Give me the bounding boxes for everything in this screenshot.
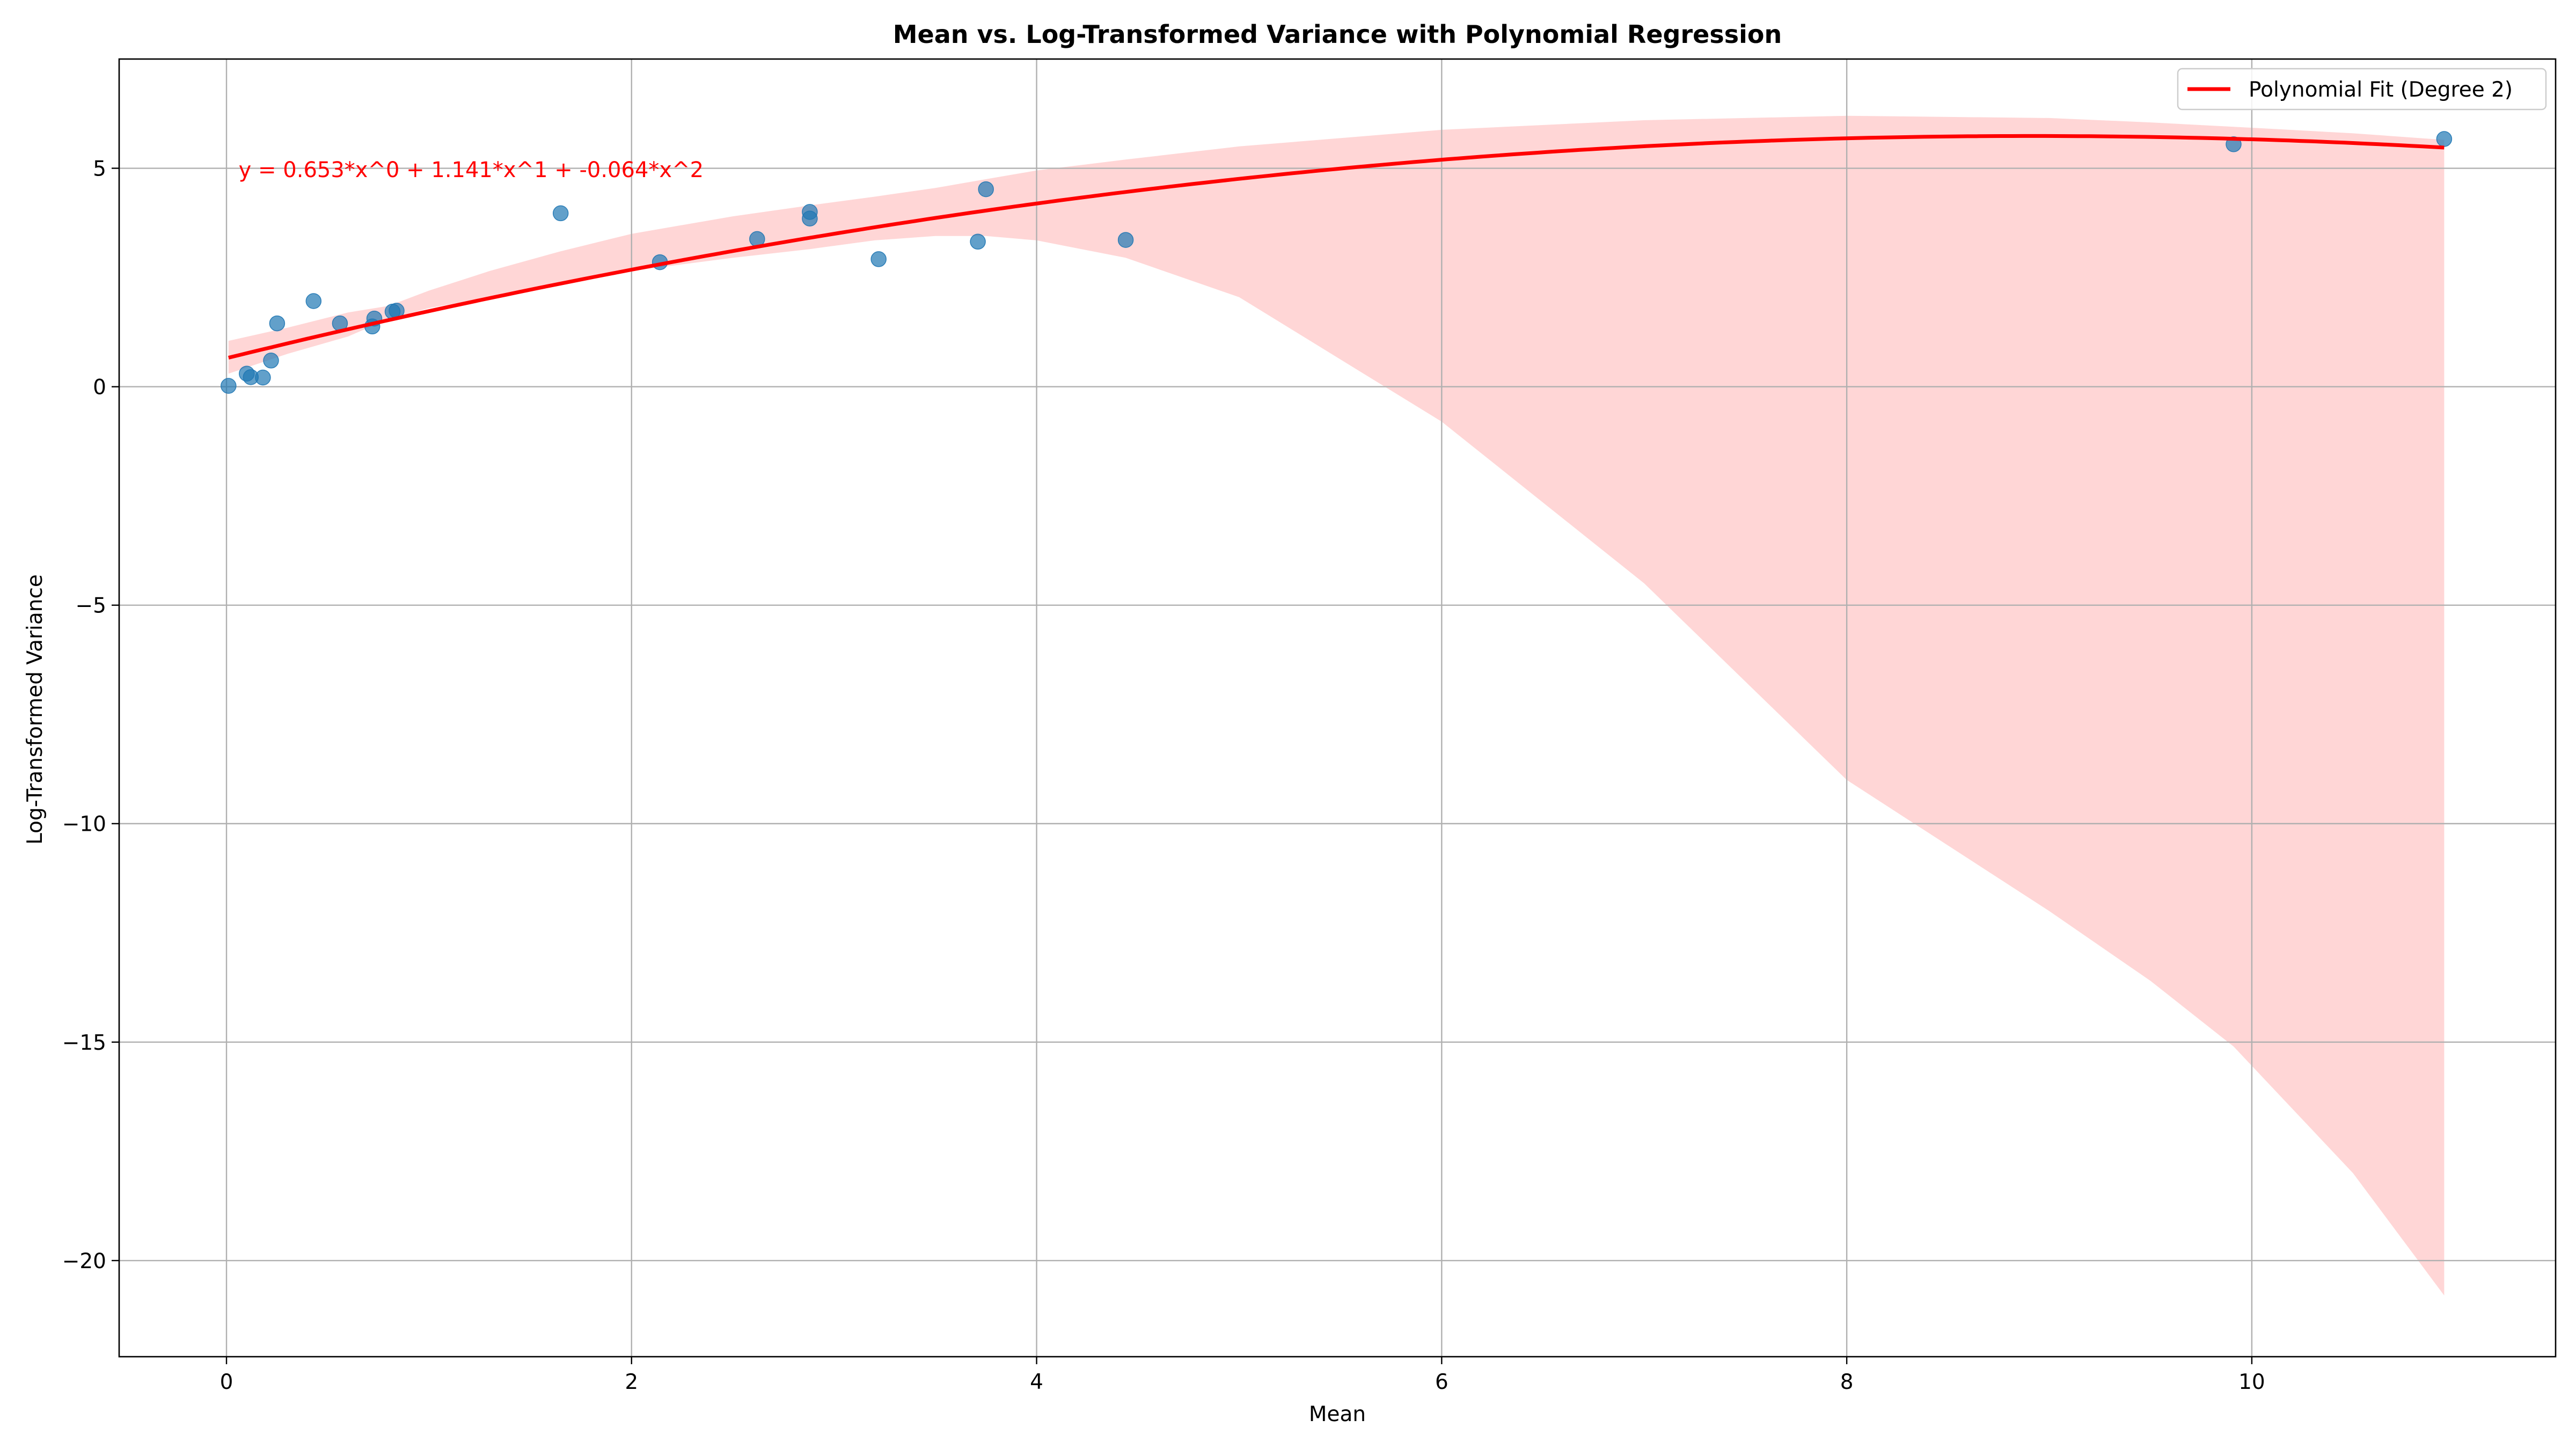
fit-layer <box>228 134 2445 360</box>
y-tick-label: −20 <box>62 1249 106 1274</box>
data-points <box>221 131 2453 394</box>
data-point <box>221 378 237 394</box>
data-point <box>255 369 271 386</box>
data-point <box>870 251 887 267</box>
legend: Polynomial Fit (Degree 2) <box>2177 68 2547 111</box>
confidence-band <box>228 115 2445 1296</box>
axis-ticks: 0 2 4 6 8 10 5 0 −5 −10 −15 −20 <box>62 157 2265 1394</box>
legend-label: Polynomial Fit (Degree 2) <box>2249 78 2513 102</box>
axes-frame <box>118 58 2557 1358</box>
data-point <box>2436 131 2453 147</box>
data-point <box>552 205 569 222</box>
equation-annotation: y = 0.653*x^0 + 1.141*x^1 + -0.064*x^2 <box>239 158 704 182</box>
x-axis-label: Mean <box>1309 1402 1366 1426</box>
data-point <box>978 181 994 197</box>
data-point <box>970 233 986 250</box>
y-tick-label: −5 <box>76 594 107 618</box>
x-tick-label: 6 <box>1435 1370 1448 1394</box>
x-tick-label: 8 <box>1840 1370 1854 1394</box>
y-tick-label: −15 <box>62 1031 106 1055</box>
data-point <box>802 210 818 226</box>
confidence-band-layer <box>228 115 2445 1296</box>
x-tick-label: 2 <box>625 1370 638 1394</box>
data-point <box>1117 232 1134 248</box>
data-point <box>269 315 286 332</box>
data-point <box>263 353 279 369</box>
x-tick-label: 0 <box>220 1370 233 1394</box>
axes-frame-layer <box>118 58 2557 1358</box>
data-point <box>305 293 322 309</box>
y-axis-label: Log-Transformed Variance <box>23 574 47 845</box>
plot-area: 0 2 4 6 8 10 5 0 −5 −10 −15 −20 y = 0.653*x^0 + 1.14… <box>62 58 2557 1394</box>
annotations: y = 0.653*x^0 + 1.141*x^1 + -0.064*x^2 <box>239 158 704 182</box>
polynomial-fit-line <box>228 134 2445 360</box>
chart-title: Mean vs. Log-Transformed Variance with P… <box>893 20 1782 49</box>
x-tick-label: 4 <box>1030 1370 1043 1394</box>
y-tick-label: 0 <box>93 376 106 400</box>
legend-box <box>2177 68 2547 111</box>
y-tick-label: −10 <box>62 813 106 837</box>
x-tick-label: 10 <box>2238 1370 2265 1394</box>
y-tick-label: 5 <box>93 157 106 181</box>
